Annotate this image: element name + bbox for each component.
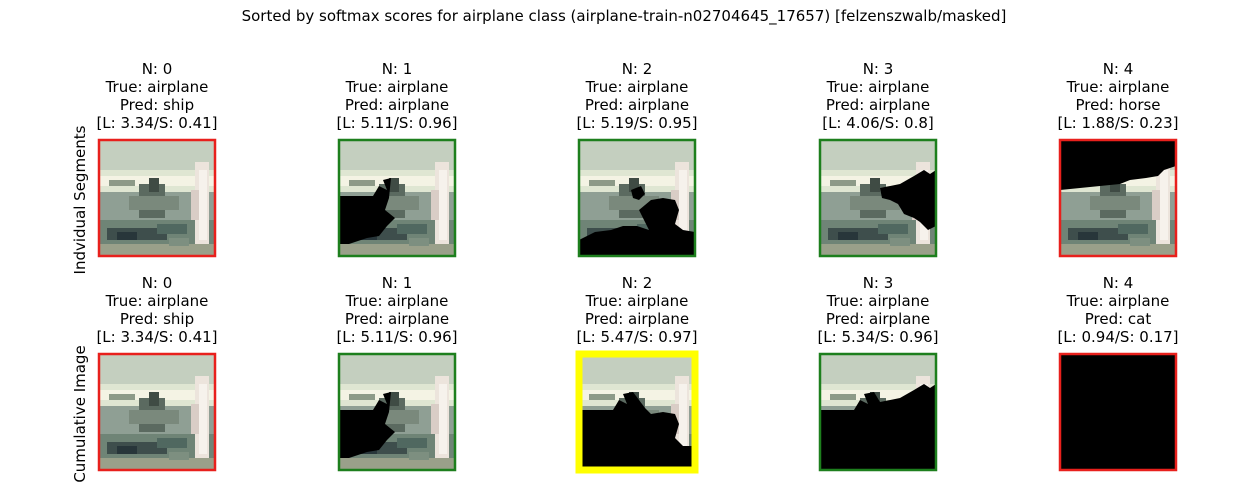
panel-pred-label: Pred: cat	[1085, 310, 1152, 328]
highlight-border	[575, 350, 699, 474]
panel-border	[1058, 138, 1178, 258]
panel-true-label: True: airplane	[345, 78, 449, 96]
panel-index: N: 2	[622, 274, 653, 292]
panel-scores: [L: 1.88/S: 0.23]	[1057, 114, 1178, 132]
panel-scores: [L: 5.19/S: 0.95]	[576, 114, 697, 132]
panel-true-label: True: airplane	[826, 78, 930, 96]
panel-scores: [L: 0.94/S: 0.17]	[1057, 328, 1178, 346]
panel-index: N: 4	[1103, 274, 1134, 292]
panel-index: N: 3	[863, 60, 894, 78]
panel-index: N: 3	[863, 274, 894, 292]
panel-border	[97, 352, 217, 472]
panel-pred-label: Pred: airplane	[345, 96, 449, 114]
panel-pred-label: Pred: horse	[1075, 96, 1160, 114]
row-label: Cumulative Image	[71, 345, 89, 482]
panel-index: N: 0	[142, 274, 173, 292]
panel-border	[1058, 352, 1178, 472]
panel-border	[337, 138, 457, 258]
panel-pred-label: Pred: airplane	[585, 310, 689, 328]
panel-image	[820, 140, 936, 256]
panel-pred-label: Pred: airplane	[826, 310, 930, 328]
panel-border	[818, 138, 938, 258]
panel-pred-label: Pred: airplane	[345, 310, 449, 328]
panel-pred-label: Pred: ship	[120, 96, 194, 114]
panel-true-label: True: airplane	[1066, 292, 1170, 310]
panel-pred-label: Pred: ship	[120, 310, 194, 328]
figure-title: Sorted by softmax scores for airplane cl…	[242, 7, 1007, 26]
panel-scores: [L: 5.34/S: 0.96]	[817, 328, 938, 346]
panel-image	[579, 354, 695, 470]
panel-true-label: True: airplane	[826, 292, 930, 310]
panel-true-label: True: airplane	[585, 292, 689, 310]
panel-index: N: 2	[622, 60, 653, 78]
panel-image	[339, 354, 455, 470]
panel-index: N: 0	[142, 60, 173, 78]
panel-true-label: True: airplane	[345, 292, 449, 310]
panel-scores: [L: 4.06/S: 0.8]	[822, 114, 934, 132]
panel-pred-label: Pred: airplane	[826, 96, 930, 114]
panel-border	[337, 352, 457, 472]
panel-scores: [L: 5.11/S: 0.96]	[336, 114, 457, 132]
panel-image	[820, 354, 936, 470]
panel-scores: [L: 5.11/S: 0.96]	[336, 328, 457, 346]
panel-index: N: 1	[382, 274, 413, 292]
panel-true-label: True: airplane	[1066, 78, 1170, 96]
panel-image	[1060, 140, 1176, 256]
panel-index: N: 4	[1103, 60, 1134, 78]
panel-true-label: True: airplane	[105, 292, 209, 310]
panel-index: N: 1	[382, 60, 413, 78]
panel-true-label: True: airplane	[585, 78, 689, 96]
panel-border	[577, 138, 697, 258]
panel-border	[97, 138, 217, 258]
row-label: Indvidual Segments	[71, 125, 89, 274]
panel-scores: [L: 5.47/S: 0.97]	[576, 328, 697, 346]
panel-true-label: True: airplane	[105, 78, 209, 96]
panel-scores: [L: 3.34/S: 0.41]	[96, 328, 217, 346]
panel-image	[99, 140, 215, 256]
panel-image	[99, 354, 215, 470]
panel-scores: [L: 3.34/S: 0.41]	[96, 114, 217, 132]
panel-image	[1060, 354, 1176, 470]
panel-image	[339, 140, 455, 256]
panel-pred-label: Pred: airplane	[585, 96, 689, 114]
panel-image	[579, 140, 695, 256]
panel-border	[818, 352, 938, 472]
